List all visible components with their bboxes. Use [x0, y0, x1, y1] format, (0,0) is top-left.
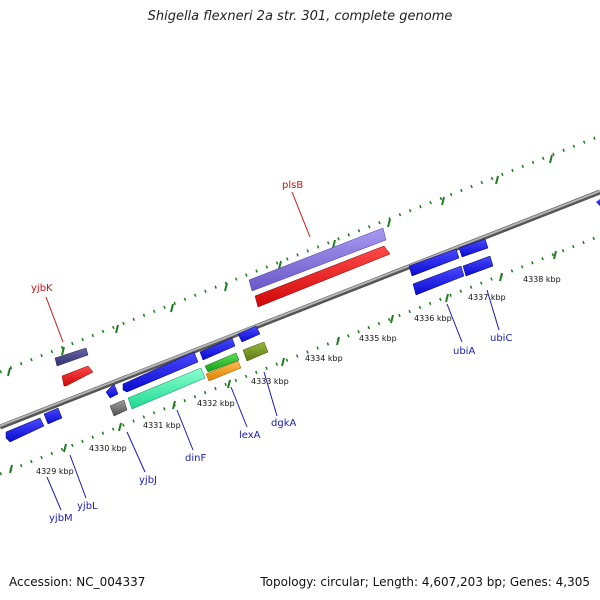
forward-major-ticks [7, 154, 553, 377]
feature-small-3 [237, 325, 261, 343]
label-dinF: dinF [185, 453, 206, 464]
tick-label-4334: 4334 kbp [305, 354, 343, 363]
feature-yjbJ-gray [109, 399, 128, 417]
label-ubiA: ubiA [453, 346, 475, 357]
tick-label-4329: 4329 kbp [36, 467, 74, 476]
tick-label-4335: 4335 kbp [359, 334, 397, 343]
tick-label-4332: 4332 kbp [197, 399, 235, 408]
tick-label-4336: 4336 kbp [414, 314, 452, 323]
tick-label-4333: 4333 kbp [251, 377, 289, 386]
label-yjbM: yjbM [49, 513, 73, 524]
tick-label-4331: 4331 kbp [143, 421, 181, 430]
gene-labels: yjbK plsB yjbM yjbL yjbJ dinF lexA dgkA … [31, 180, 512, 524]
feature-small-2 [199, 337, 236, 361]
accession-text: Accession: NC_004337 [9, 575, 146, 589]
tick-label-4338: 4338 kbp [523, 275, 561, 284]
feature-ubiA [412, 265, 465, 296]
label-dgkA: dgkA [271, 418, 296, 429]
feature-ubiC-upper [458, 238, 489, 258]
feature-yjbJ [122, 351, 199, 393]
genome-summary-text: Topology: circular; Length: 4,607,203 bp… [260, 575, 590, 589]
feature-yjbM [5, 417, 45, 443]
feature-yjbK-gene [54, 347, 89, 367]
label-yjbK: yjbK [31, 283, 53, 294]
feature-dinF [127, 367, 206, 410]
feature-plsB-gene [248, 227, 387, 292]
reverse-major-ticks [9, 250, 557, 474]
feature-lexA [205, 360, 242, 382]
feature-yjbL [43, 407, 63, 425]
tick-label-4330: 4330 kbp [89, 444, 127, 453]
scale-labels: 4329 kbp 4330 kbp 4331 kbp 4332 kbp 4333… [36, 275, 561, 476]
label-yjbJ: yjbJ [139, 475, 157, 486]
label-ubiC: ubiC [490, 333, 512, 344]
feature-edge [596, 199, 600, 206]
feature-lexA-green [204, 352, 240, 373]
map-title: Shigella flexneri 2a str. 301, complete … [147, 9, 453, 24]
feature-ubiC [462, 255, 494, 277]
label-leaders [45, 191, 500, 511]
tick-label-4337: 4337 kbp [468, 293, 506, 302]
label-lexA: lexA [239, 430, 261, 441]
forward-features [54, 227, 391, 387]
feature-plsB-cds [254, 245, 391, 308]
reverse-features [5, 199, 600, 443]
feature-ubiA-upper [408, 248, 460, 277]
feature-yjbK-cds [61, 365, 94, 387]
label-yjbL: yjbL [77, 501, 98, 512]
feature-dgkA [242, 341, 269, 362]
label-plsB: plsB [282, 180, 303, 191]
feature-small-1 [105, 383, 119, 399]
